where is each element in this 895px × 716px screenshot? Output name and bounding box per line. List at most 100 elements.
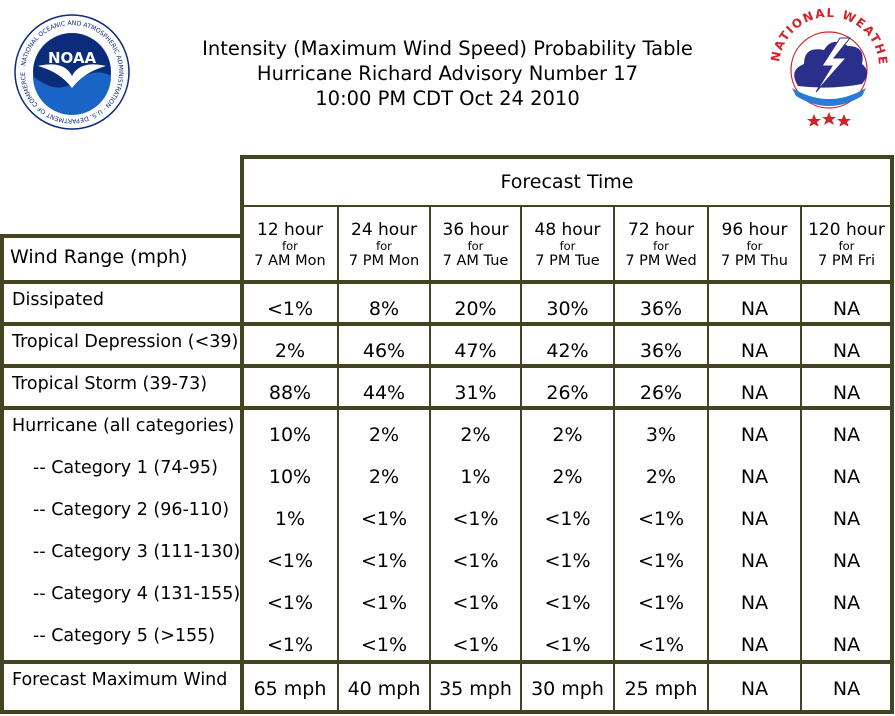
- table-cell: NA: [832, 340, 861, 362]
- table-cell: 8%: [368, 298, 400, 320]
- table-divider: [0, 364, 894, 368]
- column-time: 7 AM Mon: [254, 253, 326, 269]
- column-for: for: [559, 239, 576, 253]
- title-line-1: Intensity (Maximum Wind Speed) Probabili…: [202, 37, 693, 60]
- table-divider: [707, 206, 709, 712]
- table-cell: NA: [740, 382, 769, 404]
- column-for: for: [746, 239, 763, 253]
- table-cell: <1%: [637, 550, 685, 572]
- table-cell: 65 mph: [253, 678, 327, 700]
- column-hour: 96 hour: [721, 220, 788, 240]
- table-cell: NA: [740, 592, 769, 614]
- table-cell: 44%: [362, 382, 406, 404]
- table-divider: [0, 234, 242, 238]
- table-cell: NA: [832, 508, 861, 530]
- table-cell: <1%: [266, 634, 314, 656]
- table-cell: <1%: [544, 592, 591, 614]
- table-cell: 46%: [362, 340, 406, 362]
- row-label: Dissipated: [12, 290, 105, 310]
- row-label: -- Category 2 (96-110): [33, 500, 230, 520]
- table-cell: <1%: [637, 508, 685, 530]
- column-header: 48 hour for 7 PM Tue: [521, 221, 614, 270]
- table-cell: 10%: [268, 424, 312, 446]
- table-cell: 20%: [454, 298, 497, 320]
- column-time: 7 AM Tue: [442, 253, 509, 269]
- table-cell: 2%: [460, 424, 491, 446]
- table-cell: NA: [740, 550, 769, 572]
- column-for: for: [653, 239, 669, 253]
- table-cell: NA: [740, 634, 769, 656]
- column-for: for: [282, 239, 298, 253]
- table-cell: <1%: [544, 508, 591, 530]
- table-cell: <1%: [452, 634, 499, 656]
- table-divider: [0, 280, 894, 284]
- column-hour: 48 hour: [534, 220, 601, 240]
- column-header: 96 hour for 7 PM Thu: [708, 221, 801, 270]
- table-cell: NA: [740, 340, 769, 362]
- table-cell: 1%: [274, 508, 306, 530]
- table-cell: 10%: [268, 466, 312, 488]
- title-line-3: 10:00 PM CDT Oct 24 2010: [315, 87, 580, 110]
- table-cell: 30 mph: [531, 678, 604, 700]
- column-time: 7 PM Fri: [818, 253, 875, 269]
- table-cell: <1%: [544, 634, 591, 656]
- column-time: 7 PM Tue: [535, 253, 600, 269]
- column-hour: 120 hour: [808, 220, 885, 240]
- table-cell: NA: [740, 424, 769, 446]
- table-divider: [0, 660, 894, 664]
- wind-range-header: Wind Range (mph): [10, 246, 188, 268]
- column-hour: 24 hour: [351, 220, 417, 240]
- table-cell: NA: [740, 298, 769, 320]
- table-cell: <1%: [637, 592, 685, 614]
- forecast-time-header: Forecast Time: [500, 170, 634, 193]
- table-divider: [800, 206, 802, 712]
- table-cell: NA: [832, 634, 861, 656]
- row-label: -- Category 1 (74-95): [33, 458, 218, 478]
- column-header: 120 hour for 7 PM Fri: [801, 221, 892, 270]
- table-cell: 25 mph: [624, 678, 698, 700]
- column-header: 72 hour for 7 PM Wed: [614, 221, 708, 270]
- noaa-center-text: NOAA: [48, 49, 97, 67]
- page-title: Intensity (Maximum Wind Speed) Probabili…: [150, 36, 745, 111]
- table-cell: NA: [832, 550, 861, 572]
- table-cell: NA: [832, 592, 861, 614]
- table-cell: 40 mph: [347, 678, 421, 700]
- table-divider: [520, 206, 522, 712]
- column-header: 36 hour for 7 AM Tue: [430, 221, 521, 270]
- table-cell: <1%: [360, 634, 408, 656]
- column-for: for: [376, 239, 392, 253]
- table-cell: 36%: [639, 340, 683, 362]
- table-divider: [337, 206, 339, 712]
- table-cell: 2%: [274, 340, 306, 362]
- table-cell: 26%: [546, 382, 589, 404]
- table-cell: NA: [832, 466, 861, 488]
- table-cell: <1%: [266, 298, 314, 320]
- column-time: 7 PM Thu: [721, 253, 788, 269]
- table-cell: <1%: [452, 508, 499, 530]
- table-cell: 2%: [552, 424, 583, 446]
- column-header: 24 hour for 7 PM Mon: [338, 221, 430, 270]
- column-hour: 12 hour: [257, 220, 323, 240]
- table-cell: <1%: [360, 550, 408, 572]
- table-cell: NA: [740, 508, 769, 530]
- column-hour: 36 hour: [442, 220, 509, 240]
- table-divider: [0, 710, 894, 714]
- row-label: Tropical Storm (39-73): [12, 374, 208, 394]
- table-cell: 2%: [368, 424, 400, 446]
- nws-logo: NATIONAL WEATHER SERVICE: [765, 0, 889, 127]
- table-divider: [240, 155, 894, 159]
- column-time: 7 PM Mon: [348, 253, 420, 269]
- table-cell: NA: [832, 382, 861, 404]
- table-cell: 3%: [645, 424, 677, 446]
- row-label: Forecast Maximum Wind: [12, 670, 228, 690]
- table-cell: <1%: [266, 550, 314, 572]
- table-cell: 26%: [639, 382, 683, 404]
- row-label: Hurricane (all categories): [12, 416, 235, 436]
- table-cell: 2%: [645, 466, 677, 488]
- table-divider: [613, 206, 615, 712]
- table-cell: NA: [832, 424, 861, 446]
- table-divider: [240, 205, 894, 207]
- table-cell: 47%: [454, 340, 497, 362]
- table-cell: 36%: [639, 298, 683, 320]
